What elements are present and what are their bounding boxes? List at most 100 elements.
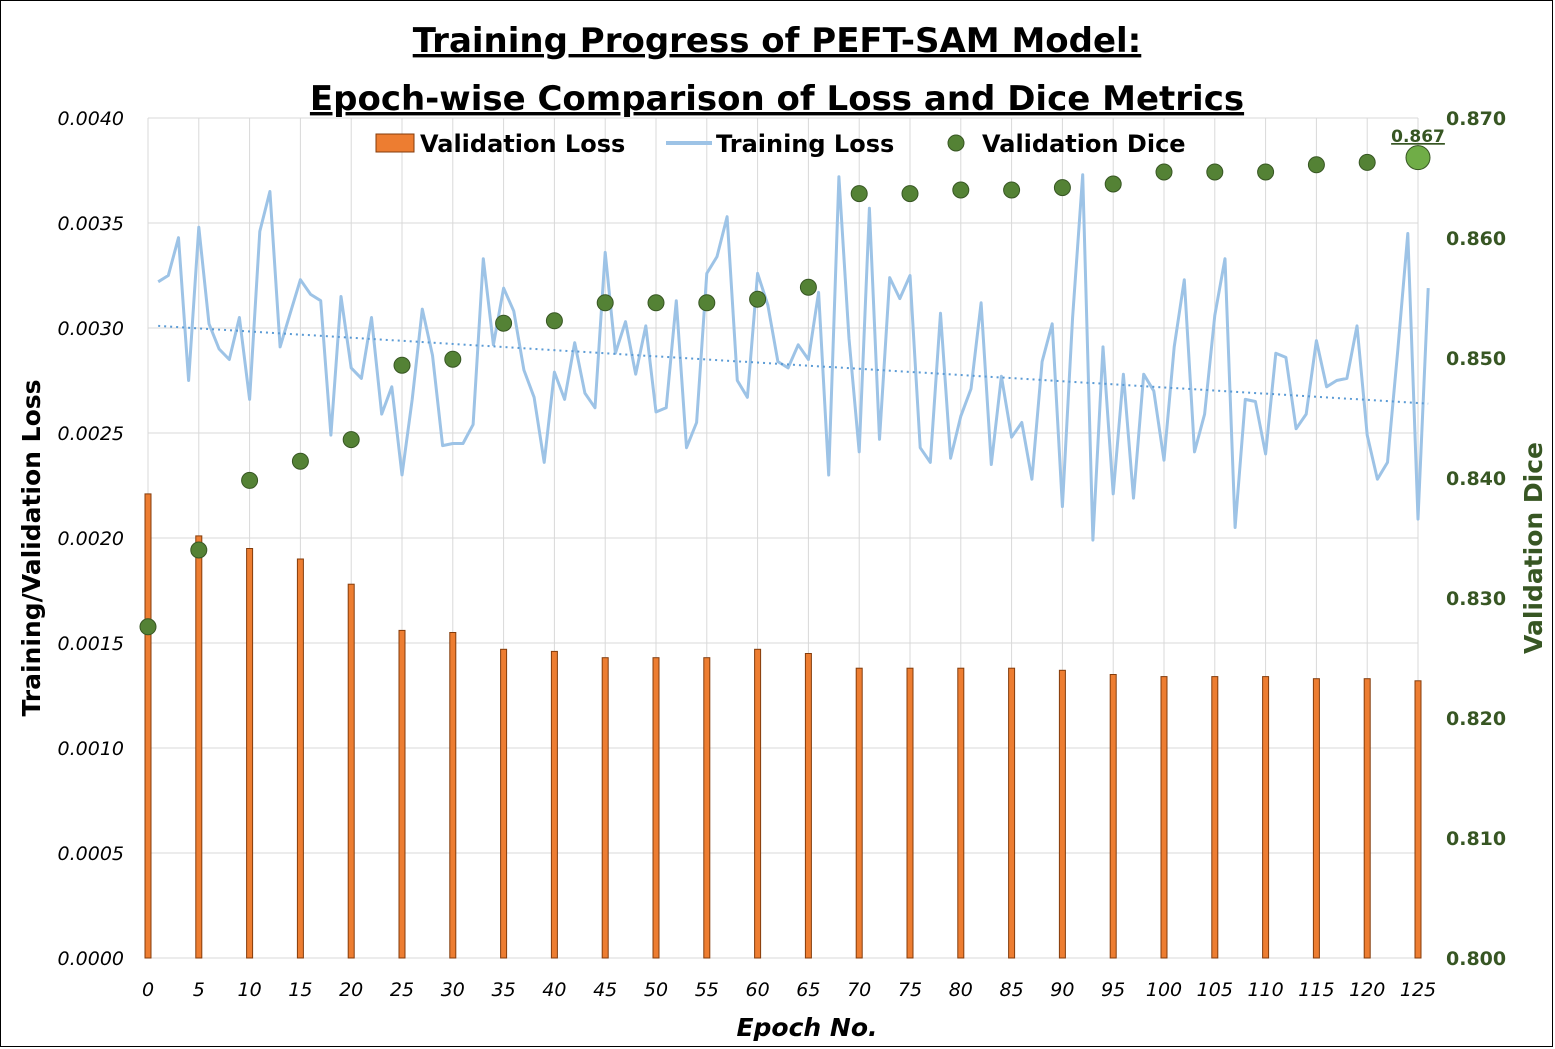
y-right-tick-label: 0.870	[1446, 108, 1506, 130]
legend-swatch-validation-dice	[947, 134, 965, 152]
y-left-tick-label: 0.0020	[58, 528, 124, 550]
y-axis-right-label: Validation Dice	[1519, 442, 1548, 654]
y-right-tick-label: 0.860	[1446, 228, 1506, 250]
dice-max-annotation: 0.867	[1391, 127, 1445, 147]
validation-dice-point	[749, 290, 767, 308]
legend: Validation Loss Training Loss Validation…	[375, 130, 1186, 158]
x-tick-label: 110	[1247, 979, 1283, 1001]
validation-dice-point	[342, 431, 360, 449]
validation-dice-point	[952, 181, 970, 199]
validation-loss-bar	[703, 657, 711, 959]
validation-loss-bar	[347, 583, 355, 959]
x-tick-label: 75	[898, 979, 922, 1001]
validation-loss-bar	[246, 548, 254, 959]
chart-title-line-2: Epoch-wise Comparison of Loss and Dice M…	[310, 79, 1244, 119]
x-tick-label: 95	[1101, 979, 1125, 1001]
validation-dice-point	[1003, 181, 1021, 199]
validation-dice-point	[1358, 153, 1376, 171]
validation-loss-bar	[1008, 667, 1016, 959]
validation-loss-bar	[449, 632, 457, 959]
legend-swatch-validation-loss	[375, 133, 415, 153]
validation-dice-point	[291, 452, 309, 470]
y-right-tick-label: 0.820	[1446, 708, 1506, 730]
validation-loss-bar	[1312, 678, 1320, 959]
validation-dice-point	[901, 185, 919, 203]
y-right-tick-label: 0.830	[1446, 588, 1506, 610]
x-tick-label: 120	[1349, 979, 1385, 1001]
validation-dice-point	[139, 618, 157, 636]
validation-loss-bar	[398, 629, 406, 959]
validation-dice-point-max	[1405, 145, 1431, 171]
validation-dice-point	[1206, 163, 1224, 181]
validation-loss-bar	[1160, 676, 1168, 959]
gridlines	[147, 117, 1419, 959]
validation-dice-point	[850, 185, 868, 203]
validation-loss-bar	[550, 650, 558, 959]
validation-dice-point	[190, 541, 208, 559]
validation-dice-point	[444, 350, 462, 368]
x-tick-label: 0	[142, 979, 154, 1001]
x-tick-label: 20	[339, 979, 363, 1001]
validation-loss-bar	[1109, 674, 1117, 959]
validation-dice-point	[1053, 179, 1071, 197]
x-tick-label: 70	[847, 979, 871, 1001]
validation-loss-bar	[195, 535, 203, 959]
x-tick-label: 5	[193, 979, 205, 1001]
y-right-tick-label: 0.840	[1446, 468, 1506, 490]
x-axis-label: Epoch No.	[736, 1013, 877, 1042]
validation-dice-point	[545, 312, 563, 330]
x-tick-label: 55	[695, 979, 719, 1001]
x-tick-label: 50	[644, 979, 668, 1001]
validation-loss-bar	[804, 653, 812, 959]
x-tick-label: 90	[1050, 979, 1074, 1001]
validation-dice-point	[1307, 156, 1325, 174]
x-tick-label: 45	[593, 979, 617, 1001]
validation-loss-bar	[1211, 676, 1219, 959]
y-left-tick-label: 0.0040	[58, 108, 124, 130]
x-tick-label: 25	[390, 979, 414, 1001]
x-tick-label: 65	[796, 979, 820, 1001]
y-left-tick-label: 0.0030	[58, 318, 124, 340]
validation-dice-point	[495, 314, 513, 332]
x-tick-label: 100	[1146, 979, 1182, 1001]
x-tick-label: 125	[1400, 979, 1436, 1001]
chart-title-line-1: Training Progress of PEFT-SAM Model:	[413, 21, 1142, 61]
y-left-tick-label: 0.0000	[58, 948, 124, 970]
y-right-tick-label: 0.810	[1446, 828, 1506, 850]
validation-dice-points	[139, 145, 1431, 636]
validation-loss-bar	[652, 657, 660, 959]
x-tick-label: 30	[441, 979, 465, 1001]
y-left-tick-label: 0.0015	[58, 633, 124, 655]
x-tick-label: 10	[238, 979, 262, 1001]
x-tick-label: 115	[1298, 979, 1334, 1001]
validation-loss-bar	[1414, 680, 1422, 959]
validation-dice-point	[1104, 175, 1122, 193]
x-tick-label: 35	[492, 979, 516, 1001]
validation-dice-point	[393, 356, 411, 374]
y-right-tick-label: 0.850	[1446, 348, 1506, 370]
validation-dice-point	[596, 294, 614, 312]
validation-loss-bar	[1262, 676, 1270, 959]
tick-labels: 0.0000 0.0005 0.0010 0.0015 0.0020 0.0025 0.00…	[58, 108, 1507, 1001]
x-tick-label: 60	[746, 979, 770, 1001]
validation-loss-bar	[144, 493, 152, 959]
validation-loss-bar	[1058, 669, 1066, 959]
x-tick-label: 80	[949, 979, 973, 1001]
validation-dice-point	[799, 278, 817, 296]
validation-loss-bar	[754, 648, 762, 959]
validation-loss-bar	[906, 667, 914, 959]
x-tick-label: 85	[1000, 979, 1024, 1001]
validation-dice-point	[1257, 163, 1275, 181]
legend-label-validation-dice: Validation Dice	[982, 130, 1186, 158]
legend-label-validation-loss: Validation Loss	[420, 130, 625, 158]
validation-loss-bar	[957, 667, 965, 959]
validation-loss-bar	[1363, 678, 1371, 959]
x-tick-label: 105	[1197, 979, 1233, 1001]
y-left-tick-label: 0.0025	[58, 423, 124, 445]
x-tick-label: 40	[542, 979, 566, 1001]
y-left-tick-label: 0.0035	[58, 213, 124, 235]
validation-dice-point	[698, 294, 716, 312]
training-loss-line	[157, 173, 1430, 542]
training-loss-line-group	[157, 173, 1430, 542]
